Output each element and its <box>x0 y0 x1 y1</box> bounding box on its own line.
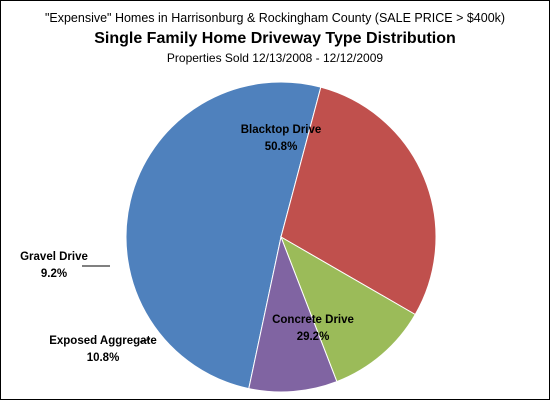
slice-value-label: 50.8% <box>265 141 298 153</box>
pie-slice-concrete-drive <box>280 86 437 316</box>
chart-title: Single Family Home Driveway Type Distrib… <box>94 30 456 47</box>
slice-value-label: 29.2% <box>297 331 330 343</box>
pie-slice-gravel-drive <box>248 235 338 393</box>
slice-label: Exposed Aggregate <box>49 335 157 347</box>
chart-supertitle: "Expensive" Homes in Harrisonburg & Rock… <box>44 11 506 25</box>
leader-line <box>139 338 151 343</box>
slice-value-label: 9.2% <box>41 268 67 280</box>
slice-value-label: 10.8% <box>87 352 120 364</box>
slice-label: Concrete Drive <box>272 314 354 326</box>
pie-slice-blacktop-drive <box>125 81 322 390</box>
chart-subtitle: Properties Sold 12/13/2008 - 12/12/2009 <box>166 51 384 65</box>
slice-label: Blacktop Drive <box>241 124 322 136</box>
slice-label: Gravel Drive <box>20 251 88 263</box>
pie-slice-exposed-aggregate <box>280 235 416 383</box>
